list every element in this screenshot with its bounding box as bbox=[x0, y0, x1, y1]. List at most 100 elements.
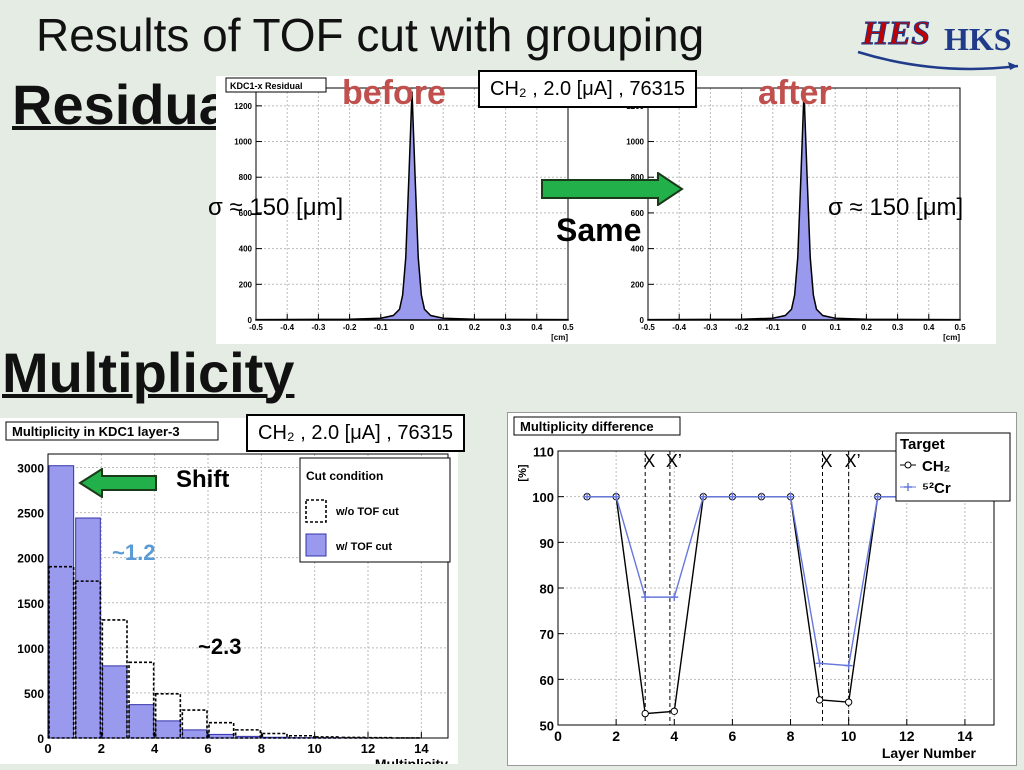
data-point-ch2 bbox=[642, 710, 648, 716]
x-tick-label: 8 bbox=[787, 728, 795, 744]
x-tick-label: 0.4 bbox=[531, 323, 543, 332]
bar-with-tof-cut bbox=[76, 518, 101, 738]
y-tick-label: 800 bbox=[239, 173, 253, 182]
chart-title: Multiplicity in KDC1 layer-3 bbox=[12, 424, 180, 439]
x-axis-label: Layer Number bbox=[882, 745, 977, 761]
x-tick-label: 6 bbox=[729, 728, 737, 744]
legend-label: ⁵²Cr bbox=[922, 480, 951, 497]
data-point-cr52 bbox=[583, 493, 591, 501]
x-tick-label: 0.1 bbox=[438, 323, 450, 332]
y-tick-label: 1000 bbox=[626, 138, 644, 147]
x-tick-label: 0.3 bbox=[892, 323, 904, 332]
y-tick-label: 80 bbox=[540, 582, 554, 597]
bar-with-tof-cut bbox=[49, 466, 74, 738]
x-tick-label: 4 bbox=[151, 741, 159, 756]
x-tick-label: -0.4 bbox=[280, 323, 294, 332]
x-axis-label: Multiplicity bbox=[375, 756, 448, 764]
sigma-after: σ ≈ 150 [μm] bbox=[828, 194, 963, 222]
x-tick-label: 0.2 bbox=[469, 323, 481, 332]
x-tick-label: 0.3 bbox=[500, 323, 512, 332]
x-tick-label: 6 bbox=[204, 741, 211, 756]
after-label: after bbox=[758, 74, 832, 113]
x-tick-label: 2 bbox=[98, 741, 105, 756]
x-tick-label: 0 bbox=[44, 741, 51, 756]
x-tick-label: 0.5 bbox=[562, 323, 574, 332]
x-axis-label: [cm] bbox=[551, 333, 568, 342]
y-tick-label: 2000 bbox=[17, 552, 44, 566]
x-tick-label: 2 bbox=[612, 728, 620, 744]
y-tick-label: 200 bbox=[631, 280, 645, 289]
marker-label: X bbox=[643, 451, 655, 471]
condition-box-multiplicity: CH₂ , 2.0 [μA] , 76315 bbox=[246, 414, 465, 452]
y-tick-label: 0 bbox=[640, 316, 645, 325]
x-tick-label: -0.2 bbox=[343, 323, 357, 332]
data-point-cr52 bbox=[641, 593, 649, 601]
data-point-cr52 bbox=[699, 493, 707, 501]
data-point-cr52 bbox=[816, 659, 824, 667]
chart-title: Multiplicity difference bbox=[520, 419, 654, 434]
shift-label: Shift bbox=[176, 466, 229, 494]
legend-label: w/ TOF cut bbox=[335, 541, 392, 553]
data-point-cr52 bbox=[728, 493, 736, 501]
x-tick-label: 0.5 bbox=[954, 323, 966, 332]
data-point-ch2 bbox=[845, 699, 851, 705]
x-tick-label: 10 bbox=[841, 728, 857, 744]
x-tick-label: 14 bbox=[957, 728, 973, 744]
left-arrow-icon bbox=[78, 468, 158, 498]
bar-with-tof-cut bbox=[182, 730, 207, 738]
legend-title: Cut condition bbox=[306, 469, 383, 483]
data-point-cr52 bbox=[845, 662, 853, 670]
x-tick-label: 0 bbox=[554, 728, 562, 744]
x-tick-label: -0.3 bbox=[312, 323, 326, 332]
x-axis-label: [cm] bbox=[943, 333, 960, 342]
data-point-cr52 bbox=[670, 593, 678, 601]
x-tick-label: -0.3 bbox=[704, 323, 718, 332]
y-axis-label: [%] bbox=[517, 464, 529, 481]
residual-heading: Residual bbox=[12, 72, 245, 137]
y-tick-label: 100 bbox=[532, 490, 554, 505]
hes-hks-logo: HES HKS bbox=[856, 4, 1022, 76]
data-point-cr52 bbox=[874, 493, 882, 501]
logo-hks-text: HKS bbox=[944, 21, 1012, 57]
x-tick-label: 0.2 bbox=[861, 323, 873, 332]
x-tick-label: 10 bbox=[307, 741, 321, 756]
y-tick-label: 1200 bbox=[234, 102, 252, 111]
multiplicity-heading: Multiplicity bbox=[2, 340, 294, 405]
same-label: Same bbox=[556, 212, 641, 249]
marker-label: X’ bbox=[666, 451, 682, 471]
y-tick-label: 3000 bbox=[17, 462, 44, 476]
legend-swatch-filled bbox=[306, 534, 326, 556]
y-tick-label: 0 bbox=[37, 732, 44, 746]
y-tick-label: 0 bbox=[248, 316, 253, 325]
x-tick-label: 12 bbox=[899, 728, 915, 744]
y-tick-label: 1000 bbox=[17, 642, 44, 656]
x-tick-label: 0 bbox=[802, 323, 807, 332]
x-tick-label: 12 bbox=[361, 741, 375, 756]
data-point-cr52 bbox=[612, 493, 620, 501]
bar-without-tof-cut bbox=[262, 733, 287, 738]
legend-label: CH₂ bbox=[922, 458, 950, 475]
y-tick-label: 60 bbox=[540, 673, 554, 688]
data-point-ch2 bbox=[816, 697, 822, 703]
y-tick-label: 2500 bbox=[17, 507, 44, 521]
y-tick-label: 1500 bbox=[17, 597, 44, 611]
data-point-cr52 bbox=[787, 493, 795, 501]
legend-label: w/o TOF cut bbox=[335, 506, 399, 518]
bar-with-tof-cut bbox=[102, 666, 127, 738]
data-point-ch2 bbox=[671, 708, 677, 714]
x-tick-label: 0 bbox=[410, 323, 415, 332]
before-label: before bbox=[342, 74, 446, 113]
y-tick-label: 90 bbox=[540, 536, 554, 551]
bar-with-tof-cut bbox=[156, 721, 181, 738]
y-tick-label: 70 bbox=[540, 627, 554, 642]
ratio-label-1: ~1.2 bbox=[112, 540, 155, 566]
x-tick-label: -0.2 bbox=[735, 323, 749, 332]
legend-marker-ch2 bbox=[905, 462, 911, 468]
x-tick-label: 0.4 bbox=[923, 323, 935, 332]
y-tick-label: 400 bbox=[239, 245, 253, 254]
x-tick-label: -0.4 bbox=[672, 323, 686, 332]
slide-title: Results of TOF cut with grouping bbox=[36, 8, 704, 62]
x-tick-label: 14 bbox=[414, 741, 429, 756]
